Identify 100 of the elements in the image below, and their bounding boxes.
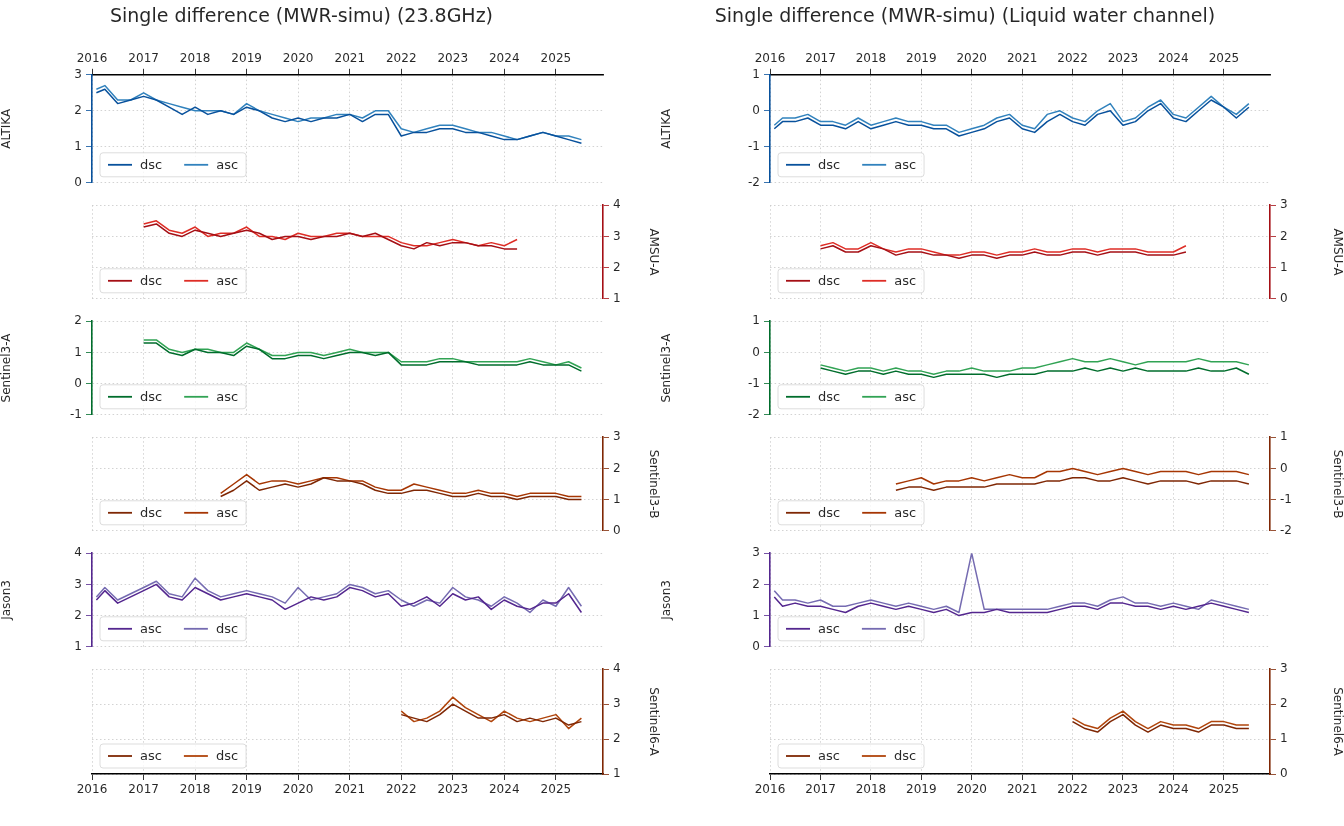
y2-tick-label: -1 (1280, 491, 1292, 506)
legend-label: asc (140, 748, 162, 764)
y-axis-title: ALTIKA (0, 108, 14, 149)
y2-tick-label: 3 (613, 228, 621, 243)
x-tick-label: 2018 (179, 50, 211, 65)
x-tick-label: 2019 (906, 782, 937, 797)
chart-title: Single difference (MWR-simu) (Liquid water channel) (714, 4, 1216, 27)
y-tick-label: 0 (752, 344, 760, 359)
y-tick-label: 2 (74, 102, 82, 117)
y2-tick-label: 2 (613, 731, 621, 746)
x-tick-label: 2017 (805, 782, 836, 797)
y2-tick-label: 1 (1280, 731, 1288, 746)
x-tick-label: 2018 (855, 50, 887, 65)
x-tick-label: 2024 (488, 50, 520, 65)
y2-tick-label: 1 (1280, 259, 1288, 274)
legend-label: asc (140, 621, 162, 637)
y2-tick-label: 0 (613, 522, 621, 537)
legend-label: asc (894, 273, 917, 289)
x-tick-label: 2021 (334, 50, 366, 65)
legend-label: asc (216, 157, 239, 173)
x-tick-label: 2019 (231, 50, 262, 65)
y2-tick-label: 1 (613, 290, 621, 305)
y-tick-label: 3 (752, 545, 760, 560)
x-tick-label: 2025 (1208, 50, 1240, 65)
y2-tick-label: 3 (1280, 661, 1288, 676)
y2-axis-title: Sentinel3-B (1330, 449, 1344, 519)
y-tick-label: 1 (74, 344, 82, 359)
x-tick-label: 2022 (385, 782, 417, 797)
y2-tick-label: 2 (1280, 228, 1288, 243)
legend-label: dsc (818, 157, 841, 173)
x-tick-label: 2020 (956, 782, 987, 797)
legend-label: dsc (893, 748, 917, 764)
y-tick-label: 1 (752, 313, 760, 328)
y2-tick-label: 4 (613, 197, 621, 212)
legend-label: dsc (140, 505, 163, 521)
y2-axis-title: AMSU-A (646, 228, 661, 277)
x-tick-label: 2021 (334, 782, 366, 797)
legend-label: asc (894, 389, 917, 405)
y2-tick-label: 2 (613, 460, 621, 475)
y2-tick-label: -2 (1280, 522, 1292, 537)
y2-tick-label: 2 (1280, 696, 1288, 711)
y-tick-label: 0 (74, 375, 82, 390)
y2-tick-label: 0 (1280, 460, 1288, 475)
x-tick-label: 2016 (754, 50, 786, 65)
y-tick-label: 0 (752, 638, 760, 653)
x-tick-label: 2018 (855, 782, 887, 797)
x-tick-label: 2024 (1158, 782, 1189, 797)
x-tick-label: 2022 (385, 50, 417, 65)
x-tick-label: 2019 (906, 50, 937, 65)
x-tick-label: 2021 (1006, 782, 1038, 797)
y2-axis-title: Sentinel6-A (646, 687, 661, 757)
y-tick-label: 2 (752, 576, 760, 591)
y-tick-label: -1 (70, 406, 82, 421)
y2-tick-label: 3 (613, 696, 621, 711)
y-axis-title: Jason3 (0, 580, 14, 621)
legend-label: dsc (818, 389, 841, 405)
y-tick-label: -1 (748, 375, 760, 390)
y2-tick-label: 3 (613, 429, 621, 444)
legend-label: dsc (818, 505, 841, 521)
y2-tick-label: 1 (613, 491, 621, 506)
x-tick-label: 2020 (282, 50, 314, 65)
legend-label: asc (818, 621, 840, 637)
x-tick-label: 2023 (1107, 50, 1139, 65)
y-tick-label: 0 (74, 174, 82, 189)
legend-label: dsc (818, 273, 841, 289)
y2-tick-label: 2 (613, 259, 621, 274)
x-tick-label: 2020 (282, 782, 314, 797)
y-tick-label: 4 (74, 545, 82, 560)
x-tick-label: 2017 (805, 50, 836, 65)
x-tick-label: 2017 (128, 50, 159, 65)
legend-label: asc (818, 748, 840, 764)
y-axis-title: Sentinel3-A (659, 332, 674, 403)
y-axis-title: Sentinel3-A (0, 332, 14, 403)
x-tick-label: 2025 (1208, 782, 1240, 797)
y2-tick-label: 4 (613, 661, 621, 676)
y-tick-label: 1 (74, 138, 82, 153)
y2-axis-title: Sentinel6-A (1330, 687, 1344, 757)
x-tick-label: 2021 (1006, 50, 1038, 65)
x-tick-label: 2019 (231, 782, 262, 797)
y-tick-label: 1 (74, 638, 82, 653)
x-tick-label: 2022 (1057, 782, 1088, 797)
legend-label: asc (894, 157, 917, 173)
x-tick-label: 2025 (540, 782, 572, 797)
y-tick-label: 0 (752, 102, 760, 117)
x-tick-label: 2022 (1057, 50, 1088, 65)
x-tick-label: 2016 (76, 782, 108, 797)
legend-label: dsc (140, 273, 163, 289)
y-tick-label: 3 (74, 576, 82, 591)
x-tick-label: 2023 (437, 50, 469, 65)
legend-label: asc (216, 273, 239, 289)
x-tick-label: 2018 (179, 782, 211, 797)
y-tick-label: 1 (752, 607, 760, 622)
x-tick-label: 2024 (488, 782, 520, 797)
x-tick-label: 2017 (128, 782, 159, 797)
y2-axis-title: Sentinel3-B (646, 449, 661, 519)
legend-label: dsc (140, 157, 163, 173)
legend-label: asc (894, 505, 917, 521)
x-tick-label: 2016 (754, 782, 786, 797)
y2-tick-label: 0 (1280, 290, 1288, 305)
y-tick-label: -2 (748, 174, 760, 189)
